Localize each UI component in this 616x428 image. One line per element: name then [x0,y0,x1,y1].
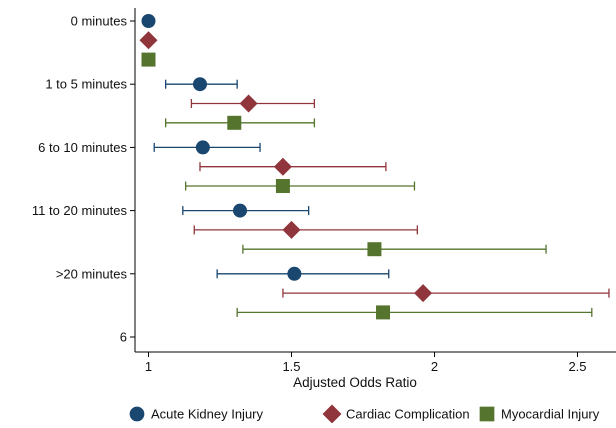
x-tick-label: 1 [145,359,152,374]
y-tick-label-11-to-20-minutes: 11 to 20 minutes [32,203,128,218]
data-point-diamond [273,157,292,176]
legend-item-myocardial-injury: Myocardial Injury [479,406,600,422]
data-point-square [141,52,156,67]
data-point-square [376,305,391,320]
legend-label: Cardiac Complication [346,407,470,422]
legend-label: Myocardial Injury [501,407,600,422]
data-point-circle [233,203,248,218]
x-tick-label: 2 [431,359,438,374]
data-point-circle [287,266,302,281]
legend-circle-icon [129,406,145,422]
y-axis: 0 minutes 1 to 5 minutes 6 to 10 minutes 11… [32,8,136,352]
data-point-diamond [239,94,258,113]
y-tick-label-6: 6 [120,330,127,345]
data-point-diamond [282,220,301,239]
legend-item-acute-kidney-injury: Acute Kidney Injury [129,406,264,422]
series-cardiac-complication [139,31,610,303]
data-point-diamond [139,31,158,50]
y-tick-label-1-to-5-minutes: 1 to 5 minutes [45,77,127,92]
legend: Acute Kidney Injury Cardiac Complication M… [129,404,600,424]
legend-diamond-icon [322,404,342,424]
data-point-circle [192,77,207,92]
data-point-circle [141,14,156,28]
data-point-square [227,115,242,130]
y-tick-label-20-minutes: >20 minutes [56,266,128,281]
y-tick-label-6-to-10-minutes: 6 to 10 minutes [38,140,127,155]
y-tick-label-0-minutes: 0 minutes [71,14,128,29]
legend-item-cardiac-complication: Cardiac Complication [322,404,470,424]
x-axis-title: Adjusted Odds Ratio [293,375,417,390]
series-acute-kidney-injury [141,14,390,281]
legend-square-icon [479,406,495,422]
plot-marks [139,14,610,320]
x-tick-label: 1.5 [282,359,300,374]
data-point-circle [195,140,210,155]
series-myocardial-injury [141,52,593,320]
x-axis: 1 1.5 2 2.5 [135,351,616,374]
data-point-square [275,179,290,193]
data-point-diamond [414,284,433,303]
data-point-square [367,242,382,257]
legend-label: Acute Kidney Injury [151,407,264,422]
x-tick-label: 2.5 [568,359,586,374]
